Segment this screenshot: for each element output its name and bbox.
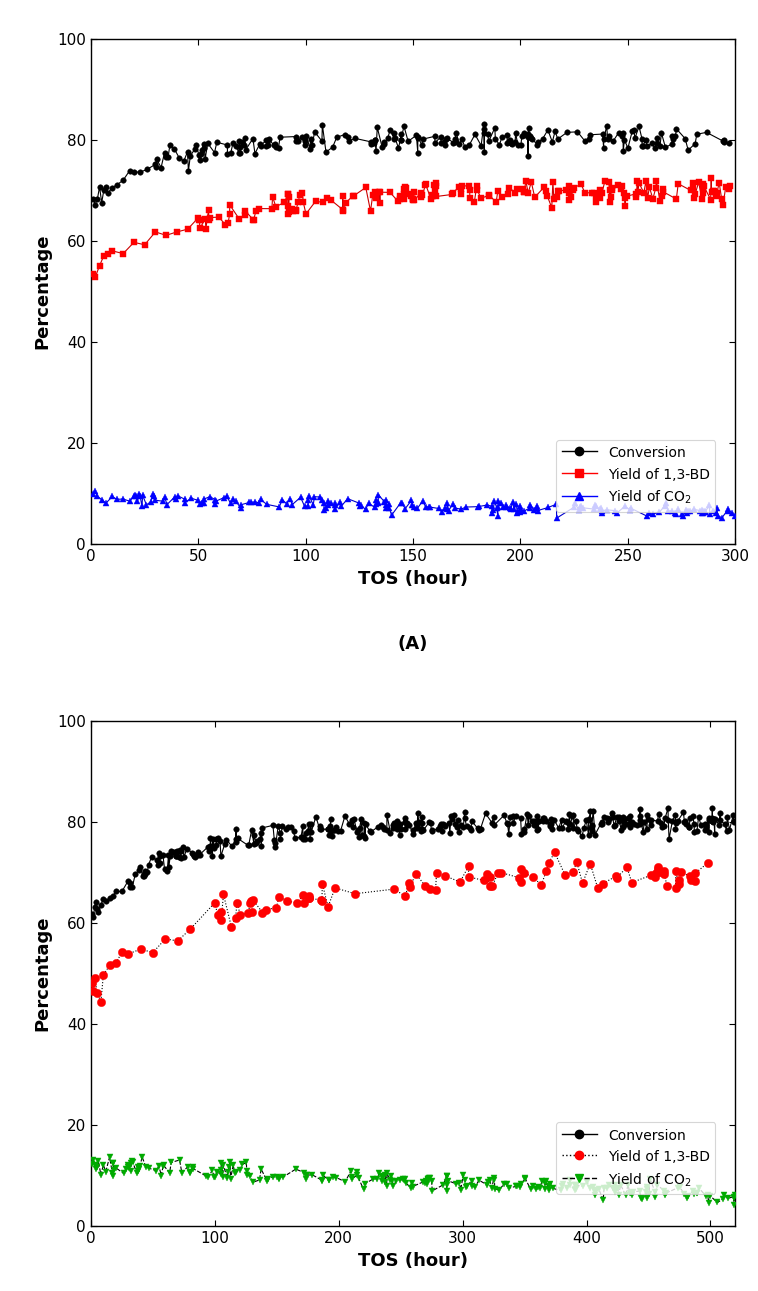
Legend: Conversion, Yield of 1,3-BD, Yield of CO$_2$: Conversion, Yield of 1,3-BD, Yield of CO… [556,440,716,513]
Legend: Conversion, Yield of 1,3-BD, Yield of CO$_2$: Conversion, Yield of 1,3-BD, Yield of CO… [556,1122,716,1194]
X-axis label: TOS (hour): TOS (hour) [358,569,468,587]
Text: (A): (A) [398,635,428,653]
Y-axis label: Percentage: Percentage [33,234,52,349]
Y-axis label: Percentage: Percentage [33,917,52,1032]
X-axis label: TOS (hour): TOS (hour) [358,1252,468,1270]
